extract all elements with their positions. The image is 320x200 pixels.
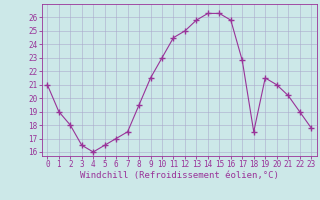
X-axis label: Windchill (Refroidissement éolien,°C): Windchill (Refroidissement éolien,°C) <box>80 171 279 180</box>
